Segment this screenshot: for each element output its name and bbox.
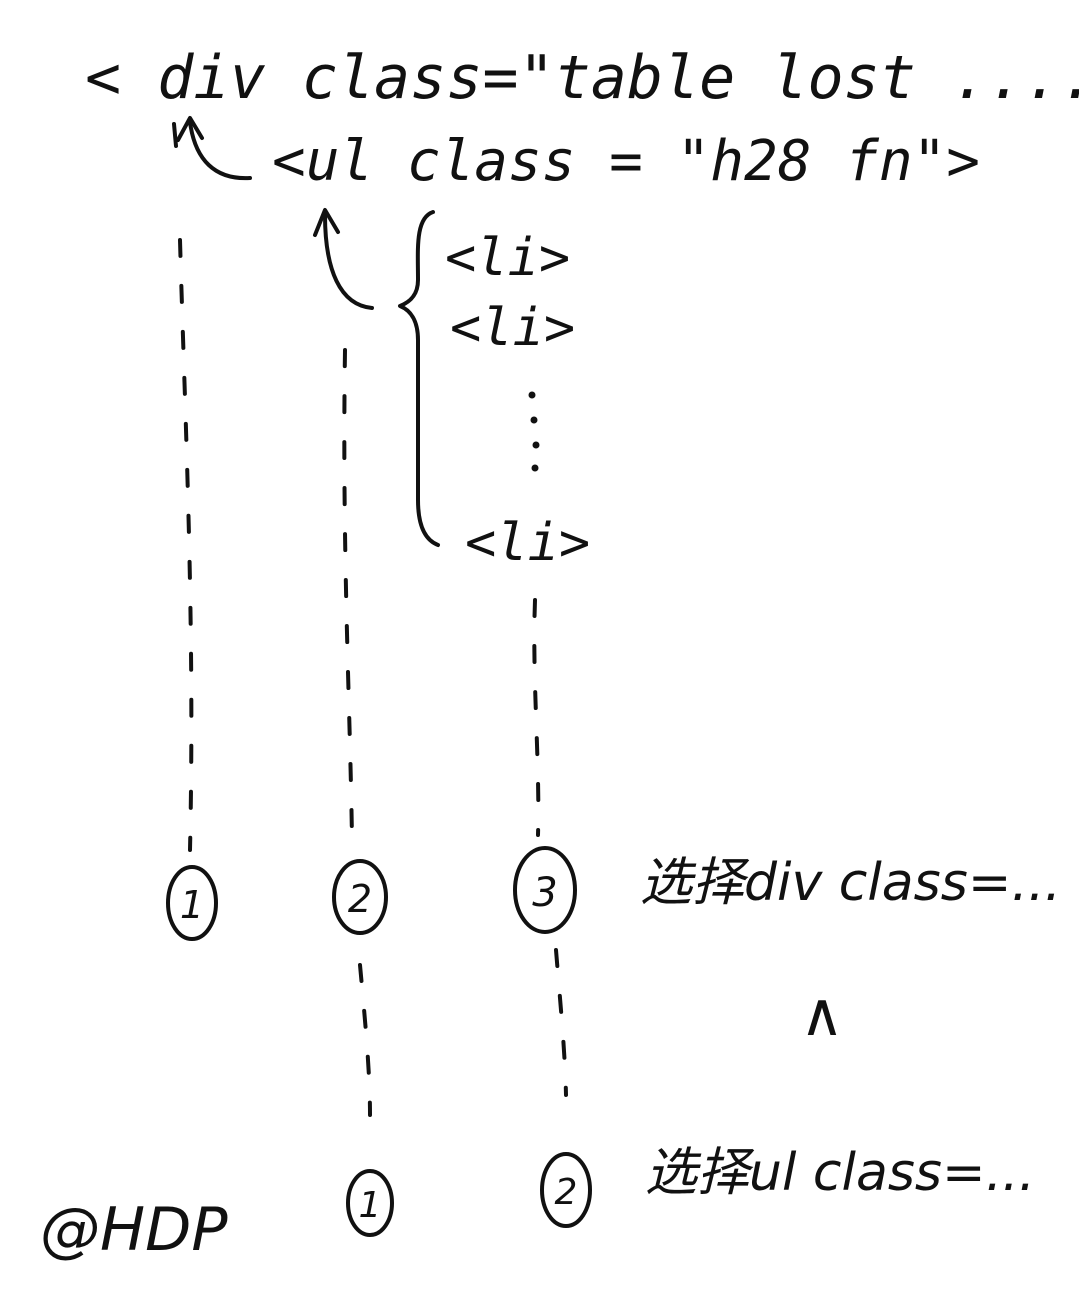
- and-symbol: ∧: [800, 980, 844, 1050]
- div-code-line: < div class="table lost ....>: [85, 43, 1079, 113]
- dashed-line-bottom-1: [358, 963, 372, 1117]
- top-circle-2: 2: [332, 859, 388, 935]
- li-ellipsis: [528, 391, 540, 472]
- bottom-circle-2: 2: [540, 1152, 592, 1228]
- li-code-line-2: <li>: [450, 298, 575, 358]
- li-group-brace: [398, 210, 440, 547]
- li-code-line-3: <li>: [465, 513, 590, 573]
- ul-code-line: <ul class = "h28 fn">: [272, 129, 980, 194]
- arrow-li-to-ul: [313, 208, 374, 310]
- hook-arrow-ul-to-div: [172, 116, 252, 181]
- top-circle-3-label: 3: [532, 870, 557, 916]
- bottom-circle-1: 1: [346, 1169, 394, 1237]
- dashed-line-bottom-2: [554, 948, 568, 1097]
- note-select-ul: 选择ul class=...: [645, 1143, 1035, 1203]
- top-circle-2-label: 2: [348, 877, 372, 921]
- dashed-line-div: [178, 238, 194, 852]
- author-signature: @HDP: [40, 1195, 228, 1265]
- li-code-line-1: <li>: [445, 228, 570, 288]
- dashed-line-li: [532, 598, 541, 837]
- top-circle-1-label: 1: [180, 883, 204, 927]
- top-circle-1: 1: [166, 865, 218, 941]
- note-select-div: 选择div class=...: [640, 853, 1061, 913]
- bottom-circle-1-label: 1: [359, 1185, 382, 1226]
- dashed-line-ul: [342, 348, 354, 842]
- top-circle-3: 3: [513, 846, 577, 934]
- bottom-circle-2-label: 2: [555, 1172, 578, 1213]
